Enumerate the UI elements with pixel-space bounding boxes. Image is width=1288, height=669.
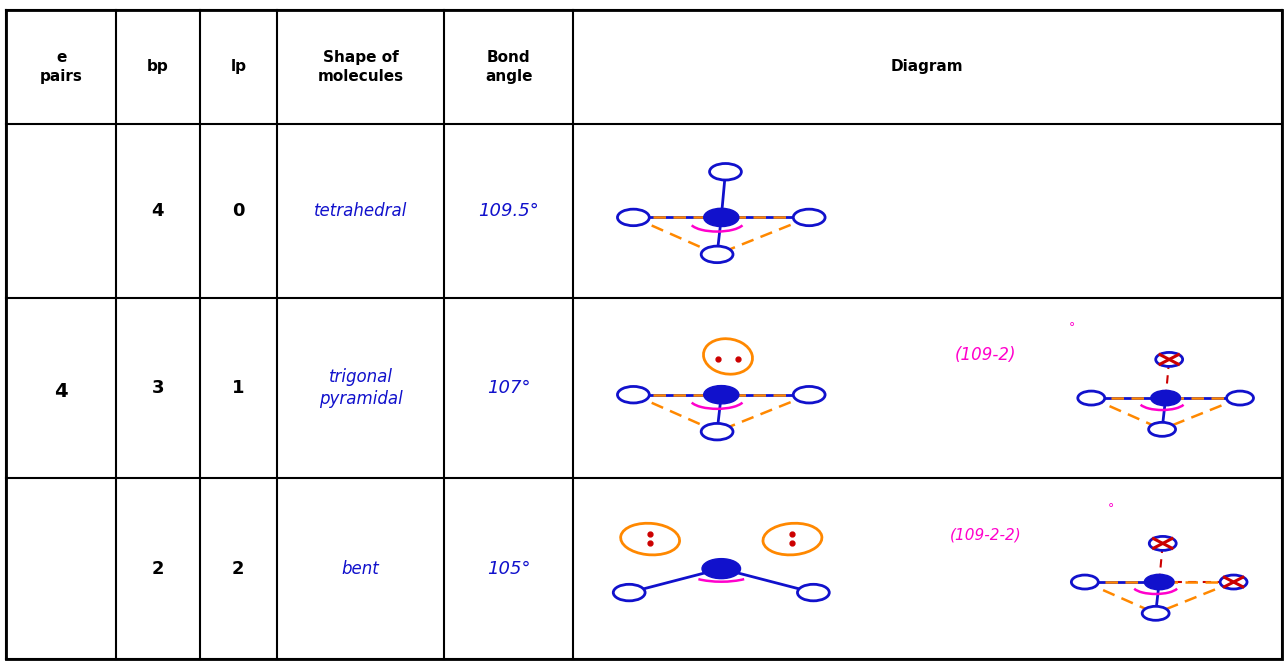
Text: 4: 4 [152,202,164,219]
Circle shape [793,387,826,403]
Text: °: ° [1108,502,1114,515]
Circle shape [797,584,829,601]
Text: 109.5°: 109.5° [478,202,540,219]
Circle shape [703,208,739,227]
Text: lp: lp [231,60,246,74]
Text: (109-2-2): (109-2-2) [949,528,1021,543]
Text: (109-2): (109-2) [954,346,1016,363]
Text: tetrahedral: tetrahedral [314,202,407,219]
Text: 107°: 107° [487,379,531,397]
Text: bent: bent [341,560,380,577]
Text: 3: 3 [152,379,164,397]
Text: trigonal
pyramidal: trigonal pyramidal [318,368,403,408]
Circle shape [1078,391,1105,405]
Text: 2: 2 [232,560,245,577]
Circle shape [1072,575,1099,589]
Circle shape [793,209,826,225]
Circle shape [617,387,649,403]
Circle shape [1142,606,1170,620]
Circle shape [1220,575,1247,589]
Circle shape [702,559,741,579]
Circle shape [613,584,645,601]
Text: °: ° [1069,321,1075,334]
Circle shape [1150,390,1181,406]
Circle shape [1149,422,1176,436]
Circle shape [617,209,649,225]
Circle shape [1144,574,1175,590]
Text: 105°: 105° [487,560,531,577]
Text: Diagram: Diagram [891,60,963,74]
Text: 0: 0 [232,202,245,219]
Text: 4: 4 [54,382,68,401]
Circle shape [1155,353,1182,367]
Text: Bond
angle: Bond angle [486,50,532,84]
Circle shape [710,163,742,180]
Circle shape [1226,391,1253,405]
Text: 1: 1 [232,379,245,397]
Text: bp: bp [147,60,169,74]
Text: 2: 2 [152,560,164,577]
Circle shape [701,246,733,263]
Circle shape [701,423,733,440]
Circle shape [703,385,739,404]
Text: e
pairs: e pairs [40,50,82,84]
Text: Shape of
molecules: Shape of molecules [318,50,403,84]
Circle shape [1149,537,1176,551]
